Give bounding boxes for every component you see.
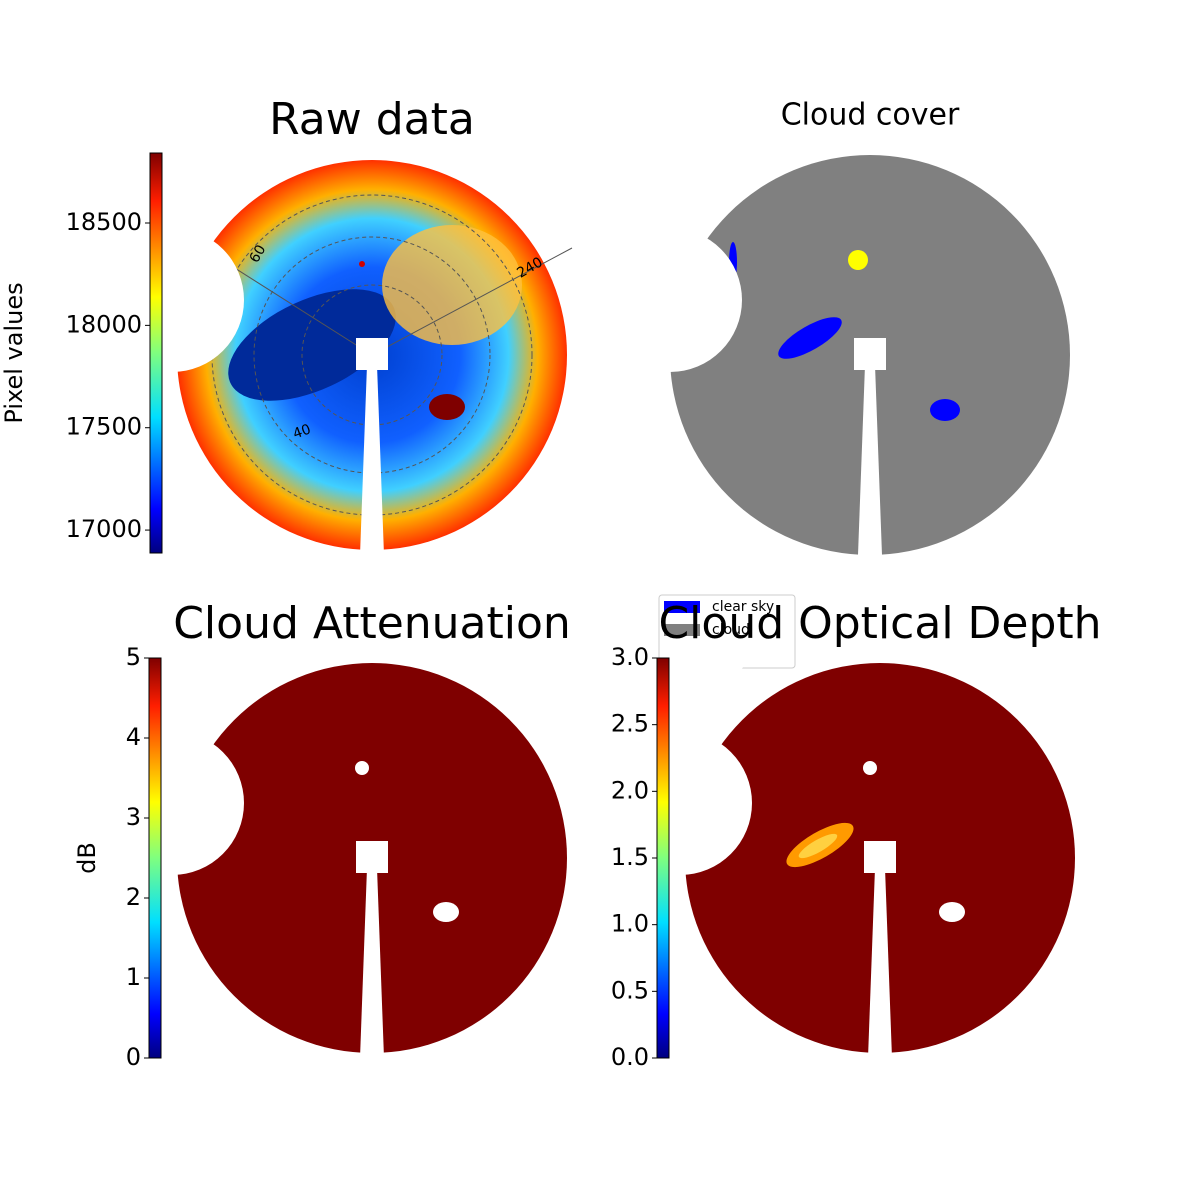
colorbar-tick-label: 1.0 — [611, 910, 649, 938]
mask-corner — [152, 638, 262, 758]
colorbar-tick-label: 17000 — [66, 515, 142, 543]
colorbar-tick-label: 17500 — [66, 413, 142, 441]
colorbar-tick-label: 3.0 — [611, 643, 649, 671]
warm-region — [382, 225, 522, 345]
clear-sky-patch — [930, 399, 960, 421]
colorbar-tick-label: 2 — [126, 883, 141, 911]
colorbar-tick-label: 3 — [126, 803, 141, 831]
clear-patch — [433, 902, 459, 922]
mask-camera — [356, 338, 388, 370]
legend-label: cloud — [712, 622, 750, 638]
polar-label: 40 — [291, 421, 313, 442]
colorbar — [149, 152, 163, 554]
hot-spot — [429, 394, 465, 420]
panel-title: Cloud Attenuation — [173, 598, 571, 649]
colorbar-label: dB — [73, 842, 101, 874]
colorbar-tick-label: 5 — [126, 643, 141, 671]
panel-title: Cloud cover — [781, 98, 960, 133]
sun-mask — [355, 761, 369, 775]
mask-mast — [858, 365, 882, 555]
legend-label: clear sky — [712, 599, 774, 615]
legend-swatch — [664, 601, 700, 613]
colorbar-tick-label: 0 — [126, 1043, 141, 1071]
thin-cloud-core — [798, 833, 838, 859]
mask-corner — [660, 638, 770, 758]
colorbar — [148, 657, 162, 1059]
mask-camera — [864, 841, 896, 873]
polar-ring — [211, 194, 533, 516]
colorbar-tick-label: 1.5 — [611, 843, 649, 871]
sun-mask — [863, 761, 877, 775]
clear-sky-patch — [778, 317, 842, 359]
polar-ring — [301, 284, 443, 426]
mask-corner — [650, 135, 760, 255]
mask-mast — [360, 868, 384, 1058]
polar-spoke — [371, 247, 573, 356]
colorbar-tick-label: 4 — [126, 723, 141, 751]
mask-camera — [356, 841, 388, 873]
legend-swatch — [664, 624, 700, 636]
clear-patch — [939, 902, 965, 922]
panel-title: Cloud Optical Depth — [658, 598, 1101, 649]
colorbar — [656, 657, 670, 1059]
panel-title: Raw data — [269, 94, 475, 145]
mask-corner — [152, 135, 262, 255]
dark-region — [228, 289, 396, 401]
sun-dot — [359, 261, 365, 267]
mask-mast — [868, 868, 892, 1058]
mask-mast — [360, 365, 384, 555]
polar-label: 60 — [247, 242, 270, 265]
colorbar-label: Pixel values — [0, 282, 28, 423]
colorbar-tick-label: 2.5 — [611, 710, 649, 738]
colorbar-tick-label: 0.0 — [611, 1043, 649, 1071]
mask-camera — [854, 338, 886, 370]
colorbar-tick-label: 18500 — [66, 208, 142, 236]
colorbar-tick-label: 1 — [126, 963, 141, 991]
mask-bite — [608, 731, 752, 875]
mask-bite — [100, 228, 244, 372]
sun-marker — [848, 250, 868, 270]
colorbar-tick-label: 0.5 — [611, 976, 649, 1004]
mask-bite — [598, 228, 742, 372]
colorbar-tick-label: 2.0 — [611, 776, 649, 804]
mask-bite — [100, 731, 244, 875]
colorbar-tick-label: 18000 — [66, 310, 142, 338]
